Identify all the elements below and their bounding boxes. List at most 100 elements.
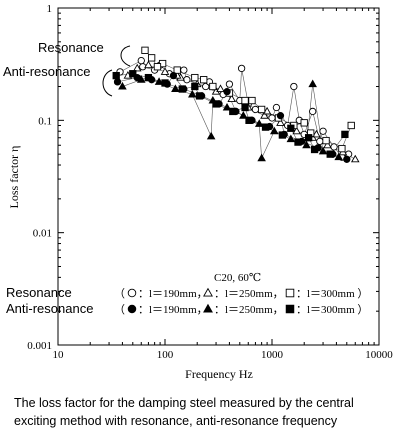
data-point xyxy=(287,124,295,132)
data-point xyxy=(229,107,237,116)
data-point xyxy=(245,116,253,124)
legend-entry-text: ：l＝190mm， xyxy=(138,304,208,316)
legend-marker xyxy=(127,288,137,298)
data-point xyxy=(276,118,285,126)
y-tick-label: 1 xyxy=(47,3,53,15)
data-point xyxy=(216,84,225,93)
data-point xyxy=(261,123,270,131)
data-point xyxy=(257,153,266,162)
data-point xyxy=(319,127,327,135)
legend-entry-text: ：l＝300mm ） xyxy=(296,287,368,300)
axis-tick-labels: 10 100 1000 10000 0.001 0.01 0.1 1 xyxy=(27,3,393,361)
data-point xyxy=(292,126,301,135)
data-point xyxy=(326,150,334,158)
y-tick-label: 0.01 xyxy=(33,228,52,240)
data-point xyxy=(209,82,217,91)
data-point xyxy=(268,114,276,122)
data-point xyxy=(206,131,216,140)
data-point xyxy=(222,102,232,111)
data-point xyxy=(169,71,178,80)
data-point xyxy=(330,143,338,151)
data-point xyxy=(334,152,343,161)
legend-marker xyxy=(203,303,213,313)
data-point xyxy=(310,145,319,154)
series-connector xyxy=(261,131,275,159)
data-point xyxy=(318,146,328,155)
series-connector xyxy=(258,123,262,159)
data-point xyxy=(183,76,191,84)
series-points-1 xyxy=(123,60,360,163)
data-point xyxy=(260,111,269,119)
legend-marker xyxy=(203,287,213,297)
data-point xyxy=(200,76,208,84)
data-point xyxy=(269,126,279,135)
data-point xyxy=(294,138,302,146)
caption-line-1: The loss factor for the damping steel me… xyxy=(14,396,354,410)
legend-bracket: （ xyxy=(114,287,125,300)
data-point xyxy=(191,82,199,91)
data-point xyxy=(241,96,249,105)
data-point xyxy=(241,103,249,112)
data-point xyxy=(136,75,146,83)
legend-bracket: （ xyxy=(114,303,125,316)
data-point xyxy=(323,140,332,149)
data-point xyxy=(113,78,122,86)
y-tick-label: 0.001 xyxy=(27,340,52,352)
data-point xyxy=(223,88,231,96)
data-point xyxy=(227,94,236,102)
data-point xyxy=(129,70,137,78)
legend: Resonance （ ：l＝190mm， ：l＝250mm， ：l＝300mm ） An… xyxy=(6,285,368,316)
data-point xyxy=(300,119,308,127)
resonance-callout-label: Resonance xyxy=(38,40,104,55)
anti-resonance-callout-label: Anti-resonance xyxy=(3,64,90,79)
series-connector xyxy=(192,94,212,137)
data-point xyxy=(262,106,272,115)
legend-marker xyxy=(285,288,295,298)
condition-annotation: C20, 60℃ xyxy=(214,272,261,284)
data-point xyxy=(188,89,197,98)
data-point xyxy=(276,112,285,120)
data-point xyxy=(251,105,260,114)
series-points-2 xyxy=(141,46,355,153)
data-point xyxy=(118,81,127,90)
data-point xyxy=(237,64,246,73)
data-point xyxy=(248,96,256,105)
data-point xyxy=(322,136,330,145)
data-point xyxy=(147,54,156,62)
caption-line-2: exciting method with resonance, anti-res… xyxy=(14,414,338,428)
data-point xyxy=(343,155,351,163)
legend-entry-text: ：l＝190mm， xyxy=(138,288,208,300)
data-point xyxy=(160,67,170,75)
data-point xyxy=(290,82,298,91)
data-point xyxy=(144,73,153,82)
data-point xyxy=(350,154,360,163)
legend-entry-text: ：l＝250mm， xyxy=(214,304,284,316)
data-point xyxy=(137,56,145,65)
loss-factor-chart: 10 100 1000 10000 0.001 0.01 0.1 1 Frequency Hz… xyxy=(3,3,393,381)
data-point xyxy=(153,63,162,71)
data-point xyxy=(212,100,220,108)
data-point xyxy=(154,77,164,85)
legend-row-label: Resonance xyxy=(6,285,72,300)
legend-entry-text: ：l＝300mm ） xyxy=(296,303,368,316)
data-point xyxy=(161,79,169,87)
data-point xyxy=(173,66,181,74)
data-point xyxy=(180,66,188,74)
y-axis-label: Loss factor η xyxy=(7,146,21,209)
series-line-1 xyxy=(127,64,356,160)
data-point xyxy=(347,121,355,130)
data-point xyxy=(338,144,346,153)
series-points-5 xyxy=(112,70,349,158)
plot-frame xyxy=(57,7,380,346)
x-tick-label: 100 xyxy=(157,349,174,361)
data-point xyxy=(302,140,311,149)
legend-entry-text: ：l＝250mm， xyxy=(214,288,284,300)
x-tick-label: 10 xyxy=(53,349,65,361)
data-point xyxy=(112,71,120,80)
data-point xyxy=(132,63,142,72)
data-point xyxy=(144,60,153,69)
data-point xyxy=(239,111,248,119)
resonance-callout-bracket xyxy=(120,45,131,67)
legend-marker xyxy=(285,304,295,314)
data-point xyxy=(257,105,266,114)
